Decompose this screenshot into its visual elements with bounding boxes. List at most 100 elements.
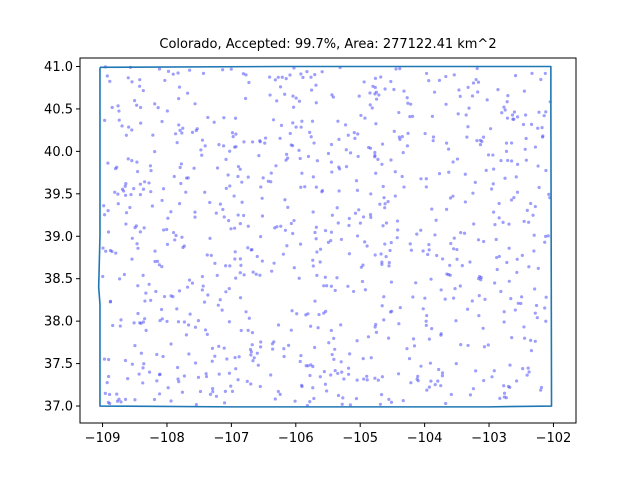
scatter-point (226, 173, 230, 177)
scatter-point (165, 242, 170, 246)
scatter-point (106, 209, 110, 213)
scatter-point (374, 330, 379, 334)
scatter-point (115, 392, 119, 396)
scatter-point (153, 150, 157, 154)
scatter-point (329, 373, 333, 377)
scatter-point (130, 362, 134, 366)
scatter-point (215, 273, 219, 278)
scatter-point (238, 167, 242, 171)
scatter-point (449, 392, 453, 397)
scatter-point (192, 166, 196, 170)
scatter-point (227, 371, 232, 375)
scatter-point (490, 187, 494, 191)
scatter-point (409, 102, 413, 106)
scatter-point (124, 182, 128, 186)
scatter-point (373, 253, 377, 257)
scatter-point (537, 185, 541, 190)
scatter-point (347, 372, 351, 376)
scatter-point (468, 260, 472, 264)
scatter-point (361, 215, 366, 219)
scatter-point (332, 336, 336, 340)
scatter-point (480, 139, 484, 144)
scatter-point (223, 389, 228, 393)
scatter-point (329, 284, 333, 288)
scatter-point (231, 135, 235, 139)
scatter-point (429, 277, 433, 281)
scatter-point (238, 271, 242, 275)
scatter-point (398, 306, 402, 310)
scatter-point (258, 384, 262, 389)
scatter-point (275, 99, 279, 103)
scatter-point (486, 343, 490, 347)
scatter-point (119, 318, 123, 322)
scatter-point (408, 242, 412, 246)
scatter-point (229, 67, 233, 71)
scatter-point (138, 84, 142, 88)
scatter-point (171, 72, 175, 76)
scatter-point (256, 363, 260, 367)
scatter-point (233, 145, 237, 149)
scatter-point (444, 141, 449, 145)
scatter-point (373, 76, 378, 80)
scatter-point (309, 324, 313, 328)
scatter-point (451, 194, 455, 198)
scatter-point (536, 266, 540, 270)
scatter-point (303, 185, 307, 189)
scatter-point (173, 238, 177, 242)
scatter-point (482, 239, 486, 244)
scatter-point (466, 85, 470, 89)
boundary-layer (97, 65, 553, 408)
scatter-point (529, 201, 533, 206)
scatter-point (339, 323, 343, 327)
scatter-point (162, 294, 167, 299)
scatter-point (501, 220, 505, 224)
scatter-point (374, 171, 378, 175)
scatter-point (225, 357, 229, 361)
scatter-point (343, 123, 348, 127)
scatter-point (228, 149, 232, 153)
scatter-point (242, 273, 246, 277)
scatter-point (535, 316, 539, 320)
scatter-point (311, 210, 315, 214)
scatter-point (439, 384, 443, 388)
scatter-point (123, 193, 128, 197)
scatter-point (108, 299, 113, 303)
scatter-point (337, 189, 341, 193)
scatter-point (182, 320, 187, 324)
scatter-point (381, 184, 385, 189)
scatter-point (250, 343, 254, 347)
scatter-point (316, 326, 320, 330)
scatter-point (475, 66, 479, 71)
scatter-point (515, 190, 520, 194)
scatter-point (292, 266, 296, 270)
scatter-point (124, 211, 129, 215)
scatter-point (203, 144, 207, 148)
scatter-point (120, 187, 125, 191)
scatter-point (177, 123, 181, 127)
scatter-point (525, 373, 529, 377)
scatter-point (101, 274, 105, 279)
scatter-point (377, 93, 381, 97)
scatter-point (133, 398, 137, 402)
scatter-point (298, 242, 303, 246)
scatter-point (299, 185, 303, 189)
scatter-point (202, 300, 207, 304)
scatter-point (513, 308, 517, 312)
scatter-point (201, 71, 206, 75)
scatter-point (153, 249, 157, 253)
scatter-point (283, 92, 287, 96)
scatter-point (373, 85, 377, 90)
scatter-point (330, 213, 334, 217)
scatter-point (108, 79, 112, 83)
scatter-point (400, 174, 404, 179)
scatter-point (451, 160, 455, 164)
scatter-point (531, 213, 535, 217)
scatter-point (502, 310, 506, 314)
scatter-point (467, 106, 471, 110)
scatter-point (520, 253, 524, 257)
scatter-point (449, 241, 453, 246)
scatter-point (206, 115, 210, 120)
scatter-point (166, 216, 170, 220)
scatter-point (532, 233, 536, 237)
